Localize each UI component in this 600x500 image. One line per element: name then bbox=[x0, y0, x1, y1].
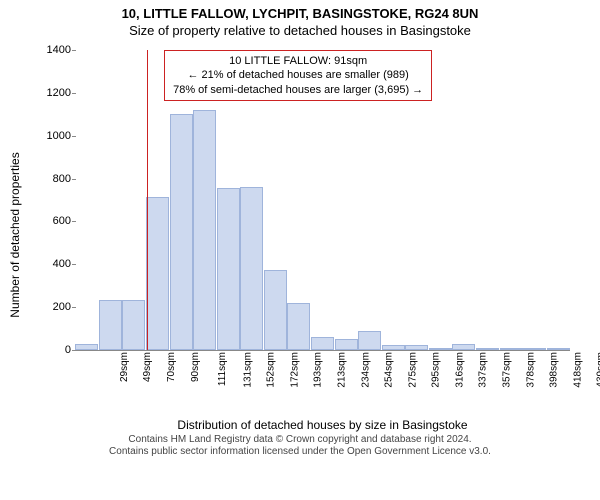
x-tick: 49sqm bbox=[142, 352, 153, 382]
histogram-bar bbox=[405, 345, 428, 350]
x-tick: 357sqm bbox=[502, 352, 513, 388]
y-tick: 0 bbox=[37, 344, 71, 356]
histogram-bar bbox=[122, 300, 145, 350]
histogram-bar bbox=[311, 337, 334, 350]
x-tick: 398sqm bbox=[549, 352, 560, 388]
y-tick: 1200 bbox=[37, 87, 71, 99]
y-tick: 800 bbox=[37, 173, 71, 185]
footer-line-2: Contains public sector information licen… bbox=[109, 446, 491, 458]
histogram-bar bbox=[429, 348, 452, 350]
x-tick: 90sqm bbox=[190, 352, 201, 382]
x-tick: 213sqm bbox=[337, 352, 348, 388]
info-line-1: 10 LITTLE FALLOW: 91sqm bbox=[173, 54, 423, 68]
x-tick: 316sqm bbox=[454, 352, 465, 388]
x-axis-label: Distribution of detached houses by size … bbox=[75, 418, 570, 432]
histogram-bar bbox=[193, 110, 216, 350]
info-box: 10 LITTLE FALLOW: 91sqm ← 21% of detache… bbox=[164, 50, 432, 101]
histogram-bar bbox=[358, 331, 381, 350]
histogram-bar bbox=[452, 344, 475, 350]
x-tick: 172sqm bbox=[289, 352, 300, 388]
info-line-2: ← 21% of detached houses are smaller (98… bbox=[173, 68, 423, 82]
x-tick: 439sqm bbox=[596, 352, 600, 388]
x-tick: 193sqm bbox=[313, 352, 324, 388]
reference-line bbox=[147, 50, 148, 350]
histogram-bar bbox=[146, 197, 169, 350]
histogram-bar bbox=[287, 303, 310, 350]
x-tick: 70sqm bbox=[166, 352, 177, 382]
histogram-bar bbox=[217, 188, 240, 350]
title-line-2: Size of property relative to detached ho… bbox=[129, 23, 471, 38]
histogram-bar bbox=[170, 114, 193, 350]
histogram-bar bbox=[500, 348, 523, 350]
title-line-1: 10, LITTLE FALLOW, LYCHPIT, BASINGSTOKE,… bbox=[122, 6, 479, 21]
histogram-bar bbox=[335, 339, 358, 350]
footer: Contains HM Land Registry data © Crown c… bbox=[109, 434, 491, 458]
x-tick: 29sqm bbox=[119, 352, 130, 382]
chart-area: Number of detached properties 10 LITTLE … bbox=[20, 40, 580, 430]
x-tick: 131sqm bbox=[242, 352, 253, 388]
y-tick: 1000 bbox=[37, 130, 71, 142]
x-tick: 111sqm bbox=[217, 352, 228, 386]
histogram-bar bbox=[75, 344, 98, 350]
x-tick: 275sqm bbox=[407, 352, 418, 388]
x-tick: 254sqm bbox=[384, 352, 395, 388]
histogram-bar bbox=[476, 348, 499, 350]
y-axis-label: Number of detached properties bbox=[8, 152, 22, 317]
histogram-bar bbox=[264, 270, 287, 350]
y-tick: 200 bbox=[37, 301, 71, 313]
y-tick: 1400 bbox=[37, 44, 71, 56]
footer-line-1: Contains HM Land Registry data © Crown c… bbox=[109, 434, 491, 446]
x-tick: 152sqm bbox=[266, 352, 277, 388]
x-tick: 378sqm bbox=[525, 352, 536, 388]
histogram-bar bbox=[547, 348, 570, 350]
x-tick: 295sqm bbox=[431, 352, 442, 388]
histogram-bar bbox=[382, 345, 405, 350]
histogram-bar bbox=[99, 300, 122, 350]
x-tick: 337sqm bbox=[478, 352, 489, 388]
plot-region: 10 LITTLE FALLOW: 91sqm ← 21% of detache… bbox=[75, 50, 570, 351]
y-tick: 600 bbox=[37, 215, 71, 227]
x-tick: 418sqm bbox=[572, 352, 583, 388]
info-line-3: 78% of semi-detached houses are larger (… bbox=[173, 83, 423, 97]
histogram-bar bbox=[523, 348, 546, 350]
x-tick: 234sqm bbox=[360, 352, 371, 388]
histogram-bar bbox=[240, 187, 263, 350]
y-tick: 400 bbox=[37, 258, 71, 270]
